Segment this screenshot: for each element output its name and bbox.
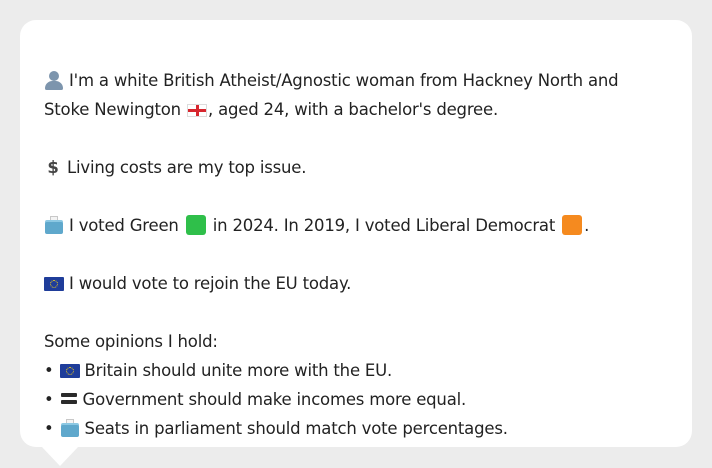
bubble-tail bbox=[41, 446, 79, 466]
opinion-text: Seats in parliament should match vote pe… bbox=[84, 419, 508, 438]
profile-line-2: , aged 24, with a bachelor's degree. bbox=[207, 100, 498, 119]
bullet: • bbox=[44, 419, 54, 438]
bullet: • bbox=[44, 390, 54, 409]
profile-line-1: I'm a white British Atheist/Agnostic wom… bbox=[69, 71, 619, 90]
green-square-icon bbox=[185, 215, 206, 235]
dollar-icon: $ bbox=[47, 158, 59, 177]
opinion-text: Government should make incomes more equa… bbox=[82, 390, 467, 409]
votes-text-1: I voted Green bbox=[69, 216, 179, 235]
eu-paragraph: I would vote to rejoin the EU today. bbox=[44, 269, 668, 298]
votes-text-2: in 2024. In 2019, I voted Liberal Democr… bbox=[212, 216, 556, 235]
profile-constituency: Stoke Newington bbox=[44, 100, 181, 119]
list-item: • Seats in parliament should match vote p… bbox=[44, 414, 668, 443]
orange-square-icon bbox=[562, 215, 583, 235]
bullet: • bbox=[44, 361, 54, 380]
votes-text-3: . bbox=[584, 216, 590, 235]
eu-flag-icon bbox=[44, 277, 64, 291]
opinions-section: Some opinions I hold: • Britain should un… bbox=[44, 327, 668, 443]
votes-paragraph: I voted Green in 2024. In 2019, I voted … bbox=[44, 211, 668, 240]
ballot-box-icon bbox=[60, 419, 80, 437]
profile-paragraph: I'm a white British Atheist/Agnostic wom… bbox=[44, 66, 668, 124]
issue-paragraph: $ Living costs are my top issue. bbox=[44, 153, 668, 182]
eu-flag-icon bbox=[59, 364, 80, 378]
opinion-text: Britain should unite more with the EU. bbox=[84, 361, 393, 380]
issue-text: Living costs are my top issue. bbox=[67, 158, 307, 177]
equals-icon bbox=[60, 391, 78, 405]
person-icon bbox=[44, 71, 64, 90]
england-flag-icon bbox=[186, 104, 207, 117]
eu-text: I would vote to rejoin the EU today. bbox=[69, 274, 352, 293]
list-item: • Britain should unite more with the EU. bbox=[44, 356, 668, 385]
list-item: • Government should make incomes more equ… bbox=[44, 385, 668, 414]
opinions-title: Some opinions I hold: bbox=[44, 332, 218, 351]
profile-card: I'm a white British Atheist/Agnostic wom… bbox=[20, 20, 692, 447]
ballot-box-icon bbox=[44, 216, 64, 234]
